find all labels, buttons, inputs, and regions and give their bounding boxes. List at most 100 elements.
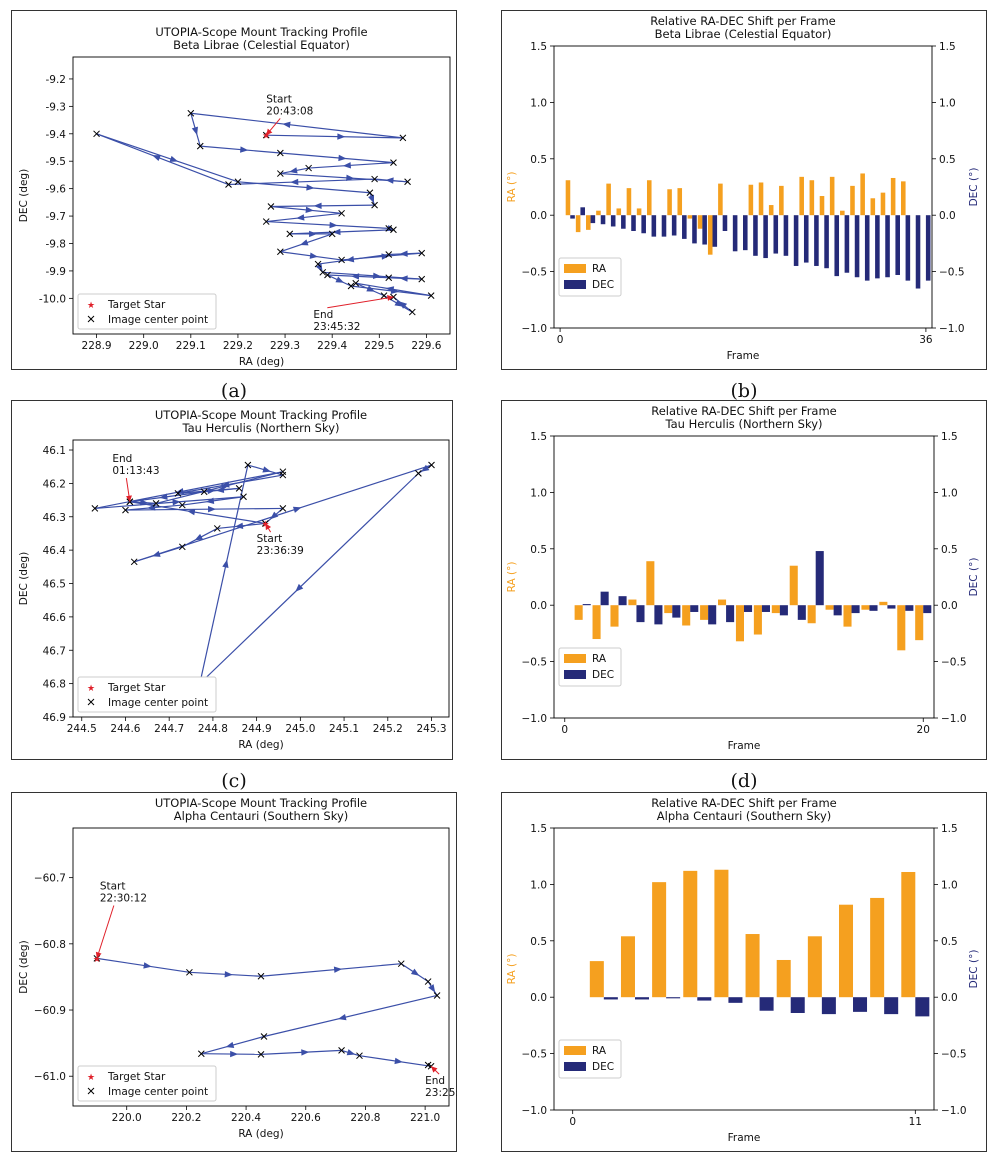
direction-arrow xyxy=(205,497,215,504)
legend-ra-label: RA xyxy=(592,1045,607,1057)
dec-bar xyxy=(790,997,805,1013)
y-tick-label: -9.4 xyxy=(46,129,67,141)
direction-arrow xyxy=(262,466,271,473)
panel-f: Relative RA-DEC Shift per Frame Alpha Cen… xyxy=(501,792,987,1156)
ra-bar xyxy=(850,185,855,216)
y-right-tick-label: 1.5 xyxy=(941,431,958,443)
annotation-arrowhead xyxy=(387,294,394,301)
image-center-point xyxy=(356,1052,363,1060)
image-center-point xyxy=(187,109,195,117)
annotation-text: 20:43:08 xyxy=(266,105,313,117)
legend-center-label: Image center point xyxy=(108,1086,208,1098)
y-tick-label: −60.7 xyxy=(34,873,66,885)
image-center-point xyxy=(234,178,242,186)
track-segment xyxy=(200,145,281,154)
center-mark-stroke xyxy=(260,1033,268,1040)
chart-title: Relative RA-DEC Shift per Frame xyxy=(651,796,837,810)
image-center-point xyxy=(371,201,378,209)
dec-bar xyxy=(618,596,627,606)
track-segment xyxy=(199,472,419,685)
image-center-point xyxy=(390,159,397,166)
dec-bar xyxy=(915,215,921,289)
dec-bar xyxy=(743,215,748,251)
legend-center-label: Image center point xyxy=(108,697,208,709)
image-center-point xyxy=(93,955,101,962)
image-center-point xyxy=(319,268,327,276)
ra-bar xyxy=(839,904,854,998)
center-mark-stroke xyxy=(404,178,411,186)
center-mark-stroke xyxy=(91,505,99,512)
ra-bar xyxy=(616,208,622,216)
image-center-point xyxy=(424,978,432,985)
direction-arrow xyxy=(335,276,345,283)
caption-b: (b) xyxy=(730,380,758,402)
track-segment xyxy=(96,133,239,183)
image-center-point xyxy=(178,543,186,551)
direction-arrow xyxy=(295,583,304,592)
track-segment xyxy=(94,496,244,510)
image-center-point xyxy=(366,189,374,197)
ra-bar xyxy=(897,605,906,651)
image-center-point xyxy=(260,1033,268,1040)
dec-bar xyxy=(759,997,774,1011)
center-mark-stroke xyxy=(319,268,327,276)
ra-bar xyxy=(589,961,604,998)
direction-arrow xyxy=(346,1049,356,1056)
direction-arrow xyxy=(215,486,225,494)
direction-arrow xyxy=(143,962,152,969)
center-mark-stroke xyxy=(178,501,186,509)
x-tick-label: 244.7 xyxy=(154,723,184,735)
annotation-text: Start xyxy=(100,881,126,893)
image-center-point xyxy=(418,275,426,283)
image-center-point xyxy=(91,505,99,512)
x-tick-label: 229.1 xyxy=(176,340,206,352)
y-right-tick-label: 0.5 xyxy=(941,936,958,948)
direction-arrow xyxy=(240,146,249,153)
annotation-arrow xyxy=(96,905,115,959)
x-tick-label: 245.2 xyxy=(373,723,403,735)
image-center-point xyxy=(385,274,393,282)
legend-dec-swatch xyxy=(564,670,586,679)
ra-bar xyxy=(880,192,886,216)
panel-d: Relative RA-DEC Shift per Frame Tau Hercu… xyxy=(501,400,987,764)
image-center-point xyxy=(262,218,270,225)
tracking-chart-beta-librae: UTOPIA-Scope Mount Tracking ProfileBeta … xyxy=(11,10,457,370)
y-axis-label: DEC (deg) xyxy=(18,940,30,993)
image-center-point xyxy=(428,461,435,469)
x-tick-label: 220.2 xyxy=(171,1112,201,1124)
x-axis-label: RA (deg) xyxy=(238,739,283,751)
track-segment xyxy=(96,133,229,186)
dec-bar xyxy=(603,997,618,1000)
center-mark-stroke xyxy=(279,505,287,512)
direction-arrow xyxy=(385,286,395,293)
x-tick-label: 220.0 xyxy=(112,1112,142,1124)
center-mark-stroke xyxy=(276,248,284,256)
direction-arrow xyxy=(221,483,230,491)
center-mark-stroke xyxy=(279,468,287,476)
dec-bar xyxy=(824,215,829,269)
ra-bar xyxy=(771,605,780,614)
y-right-tick-label: −0.5 xyxy=(941,657,967,669)
center-mark-stroke xyxy=(152,500,160,507)
track-segment xyxy=(280,152,394,164)
center-mark-stroke xyxy=(93,955,101,962)
ra-bar xyxy=(628,599,637,606)
track-segment xyxy=(266,220,389,230)
track-segment xyxy=(129,501,266,525)
ra-bar xyxy=(819,196,825,216)
x-tick-label: 221.0 xyxy=(410,1112,440,1124)
ra-bar xyxy=(768,205,774,216)
chart-subtitle: Alpha Centauri (Southern Sky) xyxy=(657,809,831,823)
panel-e: UTOPIA-Scope Mount Tracking Profile Alpha… xyxy=(11,792,473,1156)
legend-center-marker xyxy=(87,1087,95,1095)
image-center-point xyxy=(427,292,435,299)
dec-bar xyxy=(631,215,636,231)
ra-bar xyxy=(718,183,723,216)
caption-c: (c) xyxy=(221,770,247,792)
image-center-point xyxy=(200,488,208,496)
ra-bar xyxy=(860,173,865,216)
y-tick-label: 0.0 xyxy=(530,600,547,612)
ra-bar xyxy=(687,215,693,219)
dec-bar xyxy=(671,215,677,236)
